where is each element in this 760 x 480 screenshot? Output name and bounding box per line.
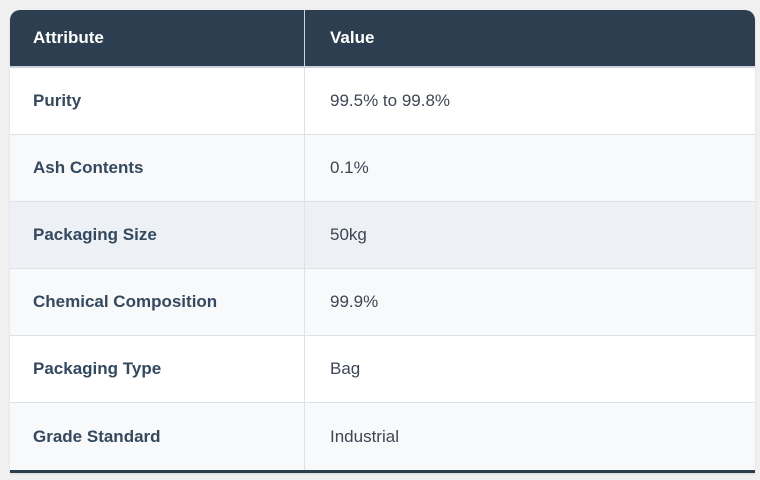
table-row: Ash Contents 0.1% bbox=[10, 135, 755, 202]
table-body: Purity 99.5% to 99.8% Ash Contents 0.1% … bbox=[10, 68, 755, 470]
table-row: Chemical Composition 99.9% bbox=[10, 269, 755, 336]
row-attribute: Packaging Size bbox=[10, 202, 305, 269]
row-attribute: Purity bbox=[10, 68, 305, 135]
row-value: 50kg bbox=[305, 202, 755, 269]
row-value: 99.9% bbox=[305, 269, 755, 336]
row-attribute: Ash Contents bbox=[10, 135, 305, 202]
table-row: Grade Standard Industrial bbox=[10, 403, 755, 470]
row-attribute: Packaging Type bbox=[10, 336, 305, 403]
column-header-attribute: Attribute bbox=[10, 10, 305, 68]
table-row: Purity 99.5% to 99.8% bbox=[10, 68, 755, 135]
row-attribute: Grade Standard bbox=[10, 403, 305, 470]
column-header-value: Value bbox=[305, 10, 755, 68]
attribute-value-table: Attribute Value Purity 99.5% to 99.8% As… bbox=[10, 10, 755, 470]
table-header-row: Attribute Value bbox=[10, 10, 755, 68]
row-value: Bag bbox=[305, 336, 755, 403]
row-attribute: Chemical Composition bbox=[10, 269, 305, 336]
row-value: 99.5% to 99.8% bbox=[305, 68, 755, 135]
table-header: Attribute Value bbox=[10, 10, 755, 68]
table-row: Packaging Type Bag bbox=[10, 336, 755, 403]
table-row: Packaging Size 50kg bbox=[10, 202, 755, 269]
spec-table-card: Attribute Value Purity 99.5% to 99.8% As… bbox=[10, 10, 755, 473]
row-value: 0.1% bbox=[305, 135, 755, 202]
row-value: Industrial bbox=[305, 403, 755, 470]
